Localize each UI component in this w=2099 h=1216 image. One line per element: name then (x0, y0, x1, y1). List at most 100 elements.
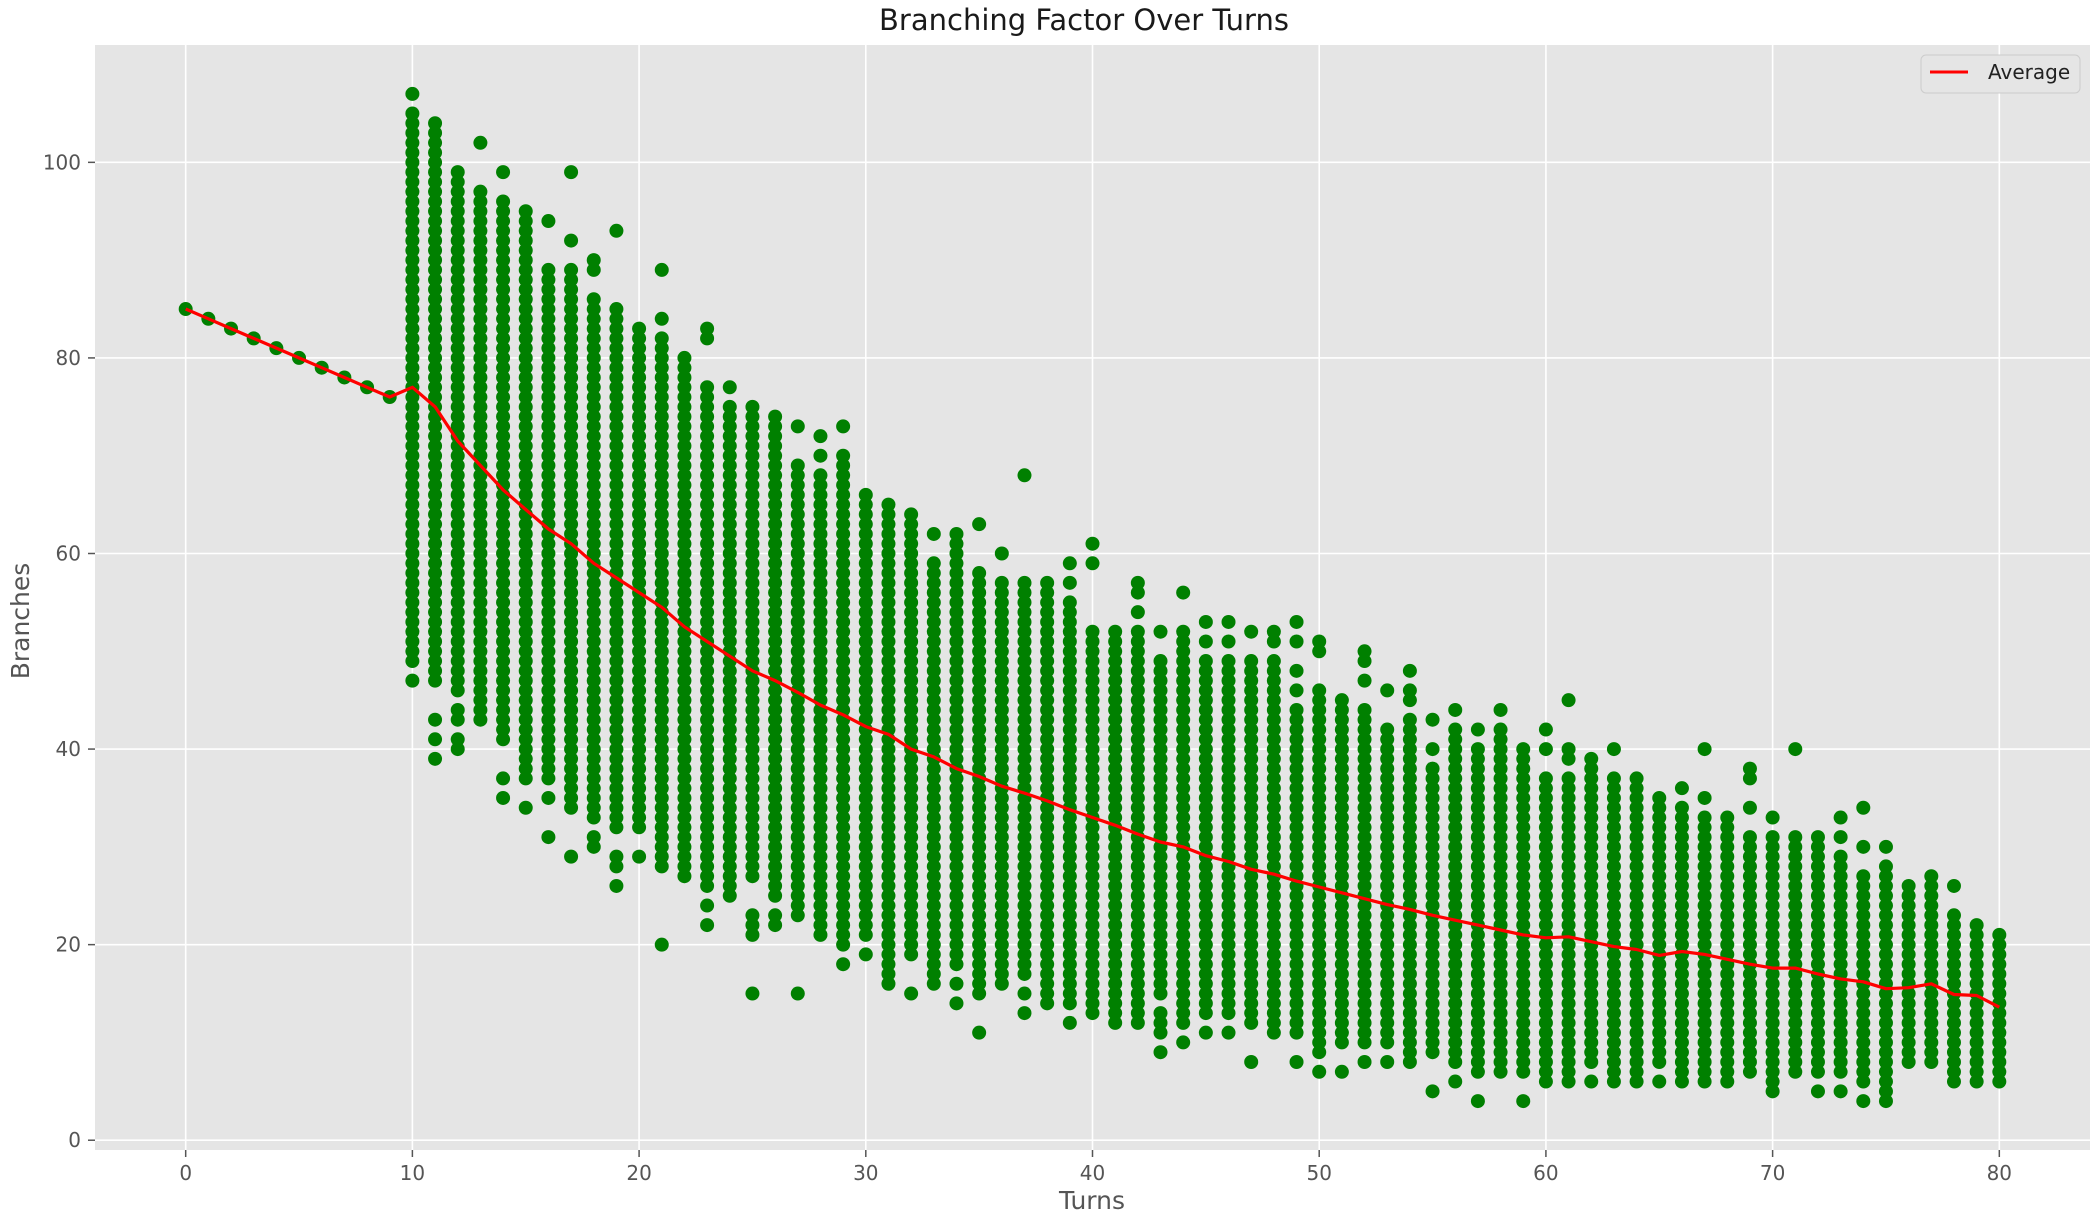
scatter-point (1402, 830, 1417, 845)
scatter-point (722, 761, 737, 776)
scatter-point (858, 663, 873, 678)
scatter-point (994, 605, 1009, 620)
scatter-point (926, 722, 941, 737)
scatter-point (496, 380, 511, 395)
scatter-point (1470, 1025, 1485, 1040)
scatter-point (1992, 937, 2007, 952)
scatter-point (428, 478, 443, 493)
scatter-point (518, 380, 533, 395)
scatter-point (405, 272, 420, 287)
scatter-point (1629, 830, 1644, 845)
scatter-point (1901, 1015, 1916, 1030)
scatter-point (541, 566, 556, 581)
scatter-point (450, 174, 465, 189)
scatter-point (564, 605, 579, 620)
scatter-point (632, 595, 647, 610)
scatter-point (1606, 888, 1621, 903)
scatter-point (496, 732, 511, 747)
scatter-point (949, 575, 964, 590)
scatter-point (949, 800, 964, 815)
scatter-point (632, 732, 647, 747)
scatter-point (768, 790, 783, 805)
scatter-point (1108, 878, 1123, 893)
scatter-point (745, 820, 760, 835)
scatter-point (541, 614, 556, 629)
scatter-point (1357, 732, 1372, 747)
scatter-point (1062, 663, 1077, 678)
scatter-point (790, 497, 805, 512)
scatter-point (1674, 927, 1689, 942)
scatter-point (790, 742, 805, 757)
scatter-point (1924, 1045, 1939, 1060)
scatter-point (722, 575, 737, 590)
scatter-point (858, 693, 873, 708)
scatter-point (564, 849, 579, 864)
scatter-point (1153, 702, 1168, 717)
scatter-point (1130, 605, 1145, 620)
scatter-point (1017, 468, 1032, 483)
scatter-point (1924, 869, 1939, 884)
scatter-point (632, 526, 647, 541)
scatter-point (654, 712, 669, 727)
scatter-point (926, 976, 941, 991)
scatter-point (1017, 614, 1032, 629)
scatter-point (632, 341, 647, 356)
scatter-point (1289, 957, 1304, 972)
scatter-point (473, 399, 488, 414)
scatter-point (1130, 937, 1145, 952)
scatter-point (1221, 732, 1236, 747)
scatter-point (518, 253, 533, 268)
scatter-point (1108, 810, 1123, 825)
scatter-point (700, 507, 715, 522)
scatter-point (1629, 869, 1644, 884)
scatter-point (994, 898, 1009, 913)
scatter-point (1062, 908, 1077, 923)
scatter-point (1198, 722, 1213, 737)
scatter-point (1516, 1045, 1531, 1060)
scatter-point (1153, 976, 1168, 991)
scatter-point (745, 722, 760, 737)
scatter-point (836, 575, 851, 590)
scatter-point (1130, 908, 1145, 923)
scatter-point (1788, 1006, 1803, 1021)
scatter-point (813, 761, 828, 776)
scatter-point (564, 546, 579, 561)
scatter-point (1153, 673, 1168, 688)
scatter-point (1266, 722, 1281, 737)
scatter-point (745, 458, 760, 473)
scatter-point (904, 918, 919, 933)
scatter-point (881, 830, 896, 845)
scatter-point (1652, 859, 1667, 874)
scatter-point (722, 614, 737, 629)
scatter-point (1629, 781, 1644, 796)
scatter-point (926, 742, 941, 757)
scatter-point (972, 878, 987, 893)
scatter-point (1448, 859, 1463, 874)
scatter-point (1833, 1025, 1848, 1040)
scatter-point (972, 859, 987, 874)
scatter-point (1380, 790, 1395, 805)
scatter-point (1085, 888, 1100, 903)
scatter-point (1878, 927, 1893, 942)
scatter-point (1334, 1064, 1349, 1079)
scatter-point (677, 517, 692, 532)
scatter-point (700, 468, 715, 483)
scatter-point (904, 849, 919, 864)
scatter-point (1538, 908, 1553, 923)
scatter-point (836, 800, 851, 815)
scatter-point (1221, 888, 1236, 903)
scatter-point (1924, 1006, 1939, 1021)
scatter-point (836, 478, 851, 493)
scatter-point (609, 790, 624, 805)
scatter-point (1765, 1025, 1780, 1040)
scatter-point (1017, 575, 1032, 590)
scatter-point (745, 566, 760, 581)
scatter-point (586, 517, 601, 532)
scatter-point (677, 478, 692, 493)
scatter-point (813, 614, 828, 629)
scatter-point (1742, 800, 1757, 815)
scatter-point (1470, 771, 1485, 786)
scatter-point (428, 438, 443, 453)
scatter-point (1901, 1045, 1916, 1060)
scatter-point (813, 751, 828, 766)
